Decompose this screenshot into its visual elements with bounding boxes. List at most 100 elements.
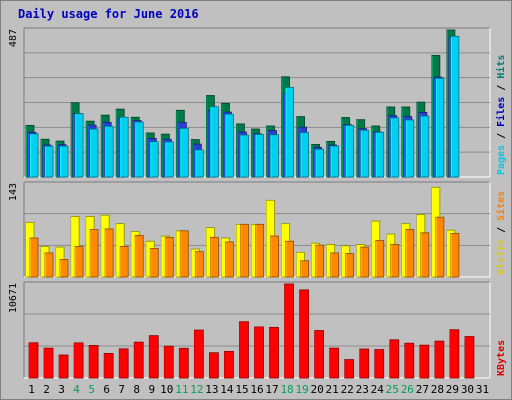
legend-label-pages: Pages: [496, 145, 507, 175]
bar-pages-day-1: [29, 133, 39, 178]
bar-sites-day-11: [179, 230, 189, 278]
x-tick-label-day-7: 7: [118, 383, 125, 396]
bar-pages-day-18: [285, 86, 294, 178]
x-tick-label-day-18: 18: [280, 383, 293, 396]
bar-sites-day-24: [375, 240, 385, 278]
x-tick-label-day-17: 17: [265, 383, 278, 396]
bar-pages-day-13: [209, 106, 219, 178]
bar-sites-day-5: [89, 229, 99, 278]
x-tick-label-day-9: 9: [148, 383, 155, 396]
bar-pages-day-4: [74, 113, 84, 178]
x-tick-label-day-1: 1: [28, 383, 35, 396]
bar-kbytes-day-26: [404, 342, 415, 379]
bar-kbytes-day-21: [329, 347, 340, 379]
x-tick-label-day-29: 29: [446, 383, 459, 396]
bar-pages-day-14: [225, 113, 234, 178]
bar-kbytes-day-4: [73, 342, 84, 379]
bar-pages-day-5: [89, 128, 99, 178]
bar-sites-day-7: [119, 246, 129, 278]
x-tick-label-day-25: 25: [386, 383, 399, 396]
bar-kbytes-day-29: [449, 329, 460, 379]
bar-kbytes-day-6: [103, 353, 114, 379]
bar-kbytes-day-1: [28, 342, 39, 379]
bar-sites-day-18: [285, 240, 294, 278]
bar-pages-day-16: [255, 134, 264, 178]
bar-pages-day-11: [179, 128, 189, 178]
bar-pages-day-17: [270, 134, 279, 178]
bar-sites-day-9: [149, 247, 159, 278]
bar-sites-day-21: [330, 252, 340, 278]
chart-panels: 487 Pages / Files / Hits 143 Visits / Sites…: [8, 27, 507, 379]
bar-pages-day-2: [44, 145, 54, 178]
x-tick-label-day-19: 19: [295, 383, 308, 396]
bar-kbytes-day-3: [58, 354, 69, 379]
x-tick-label-day-23: 23: [356, 383, 369, 396]
x-tick-label-day-13: 13: [205, 383, 218, 396]
bar-kbytes-day-10: [163, 345, 174, 379]
y-max-label: 10671: [8, 283, 19, 313]
bar-sites-day-16: [255, 223, 264, 278]
bar-sites-day-10: [164, 236, 174, 278]
legend-label-sites: Sites: [495, 191, 507, 221]
x-axis: 1 2 3 4 5 6 7 8 9 10 11 12 13 14 15 16 17 18 19 20 21 22 23 24 2…: [28, 383, 489, 396]
bar-kbytes-day-17: [269, 326, 279, 379]
bar-pages-day-26: [405, 119, 415, 178]
bar-sites-day-29: [450, 233, 460, 278]
bar-pages-day-21: [330, 145, 340, 178]
x-tick-label-day-15: 15: [235, 383, 248, 396]
legend-label-files: Files: [495, 97, 507, 127]
bar-sites-day-26: [405, 229, 415, 278]
bar-sites-day-13: [209, 236, 219, 278]
x-tick-label-day-27: 27: [416, 383, 429, 396]
x-tick-label-day-12: 12: [190, 383, 203, 396]
x-tick-label-day-28: 28: [431, 383, 444, 396]
x-tick-label-day-21: 21: [326, 383, 339, 396]
x-tick-label-day-11: 11: [175, 383, 188, 396]
bar-pages-day-7: [119, 116, 129, 178]
x-tick-label-day-5: 5: [88, 383, 95, 396]
bar-sites-day-4: [74, 246, 84, 278]
bar-kbytes-day-2: [43, 347, 54, 379]
bar-sites-day-20: [315, 244, 325, 278]
bar-pages-day-23: [360, 129, 370, 178]
bar-kbytes-day-16: [254, 326, 264, 379]
bar-kbytes-day-14: [224, 350, 234, 379]
x-tick-label-day-3: 3: [58, 383, 65, 396]
bar-sites-day-15: [240, 223, 249, 278]
bar-pages-day-25: [390, 117, 400, 178]
bar-pages-day-3: [59, 145, 69, 178]
bar-pages-day-22: [345, 124, 355, 178]
bar-kbytes-day-25: [389, 339, 400, 379]
bar-sites-day-17: [270, 235, 279, 278]
x-tick-label-day-20: 20: [311, 383, 324, 396]
y-max-label: 143: [8, 183, 19, 201]
bar-kbytes-day-8: [133, 341, 144, 379]
bar-pages-day-27: [420, 115, 430, 178]
bar-kbytes-day-9: [148, 335, 159, 379]
bar-sites-day-12: [194, 251, 204, 278]
bar-sites-day-8: [134, 234, 144, 278]
x-tick-label-day-16: 16: [250, 383, 263, 396]
bar-sites-day-1: [29, 237, 39, 278]
y-max-label: 487: [8, 29, 19, 47]
bar-sites-day-6: [104, 228, 114, 278]
legend-label-kbytes: KBytes: [496, 340, 507, 376]
bar-sites-day-23: [360, 246, 370, 278]
x-tick-label-day-31: 31: [476, 383, 489, 396]
bar-pages-day-8: [134, 121, 144, 178]
bar-kbytes-day-19: [299, 289, 309, 379]
bar-kbytes-day-28: [434, 340, 445, 379]
bar-kbytes-day-5: [88, 345, 99, 379]
bar-kbytes-day-12: [193, 329, 204, 379]
bar-sites-day-28: [435, 216, 445, 278]
bar-pages-day-24: [375, 131, 385, 178]
bar-sites-day-22: [345, 253, 355, 278]
x-tick-label-day-10: 10: [160, 383, 173, 396]
x-tick-label-day-24: 24: [371, 383, 385, 396]
legend-label-visits: Visits: [495, 239, 507, 275]
bar-pages-day-20: [315, 148, 325, 178]
bar-kbytes-day-27: [419, 344, 430, 379]
bar-kbytes-day-18: [284, 283, 294, 379]
